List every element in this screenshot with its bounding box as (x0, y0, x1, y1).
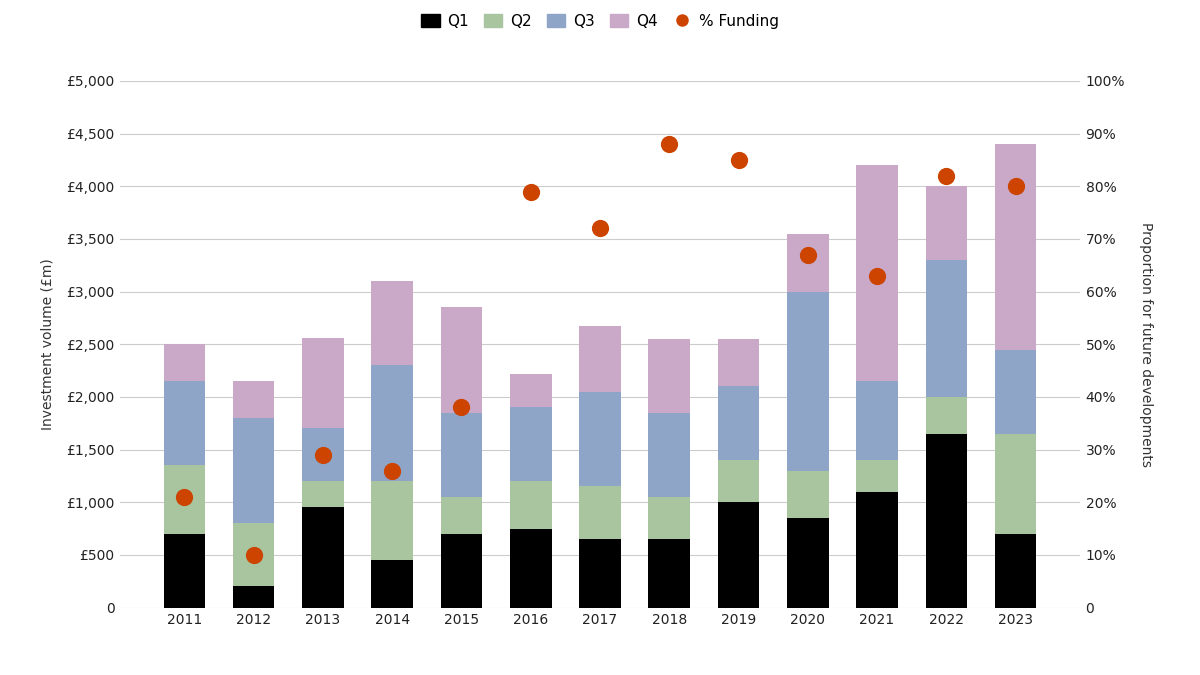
Bar (440, 412, 482, 497)
Bar (510, 374, 552, 408)
Bar (163, 534, 205, 608)
Bar (995, 534, 1037, 608)
Bar (580, 326, 620, 391)
Bar (995, 144, 1037, 350)
Bar (925, 434, 967, 608)
Bar (302, 508, 343, 608)
Bar (648, 412, 690, 497)
Point (868, 271, 887, 281)
Bar (580, 487, 620, 539)
Point (452, 402, 472, 413)
Bar (857, 165, 898, 381)
Point (313, 450, 332, 460)
Bar (995, 350, 1037, 434)
Bar (787, 470, 828, 518)
Bar (787, 292, 828, 470)
Bar (233, 381, 275, 418)
Bar (372, 365, 413, 481)
Point (383, 465, 402, 476)
Point (244, 549, 263, 560)
Bar (925, 397, 967, 434)
Bar (718, 386, 760, 460)
Bar (440, 497, 482, 534)
Bar (718, 339, 760, 386)
Bar (302, 481, 343, 508)
Bar (925, 186, 967, 260)
Bar (925, 260, 967, 397)
Bar (718, 460, 760, 502)
Bar (302, 338, 343, 429)
Bar (648, 539, 690, 608)
Bar (510, 529, 552, 608)
Bar (510, 408, 552, 481)
Bar (718, 502, 760, 608)
Bar (372, 281, 413, 365)
Bar (995, 434, 1037, 534)
Bar (440, 307, 482, 412)
Bar (857, 491, 898, 608)
Bar (857, 460, 898, 491)
Bar (648, 497, 690, 539)
Bar (163, 344, 205, 381)
Bar (233, 418, 275, 523)
Bar (163, 465, 205, 534)
Point (590, 223, 610, 234)
Bar (233, 523, 275, 587)
Bar (440, 534, 482, 608)
Point (521, 186, 540, 197)
Bar (648, 339, 690, 412)
Bar (787, 234, 828, 292)
Point (728, 155, 748, 165)
Point (1006, 181, 1025, 192)
Bar (787, 518, 828, 608)
Bar (233, 587, 275, 608)
Legend: Q1, Q2, Q3, Q4, % Funding: Q1, Q2, Q3, Q4, % Funding (415, 7, 785, 35)
Bar (510, 481, 552, 529)
Y-axis label: Investment volume (£m): Investment volume (£m) (41, 259, 55, 430)
Bar (857, 381, 898, 460)
Point (937, 170, 956, 181)
Bar (302, 429, 343, 481)
Y-axis label: Proportion for future developments: Proportion for future developments (1139, 222, 1153, 466)
Bar (372, 560, 413, 608)
Bar (580, 392, 620, 487)
Point (660, 139, 679, 150)
Bar (372, 481, 413, 560)
Bar (163, 381, 205, 465)
Point (175, 491, 194, 502)
Point (798, 249, 817, 260)
Bar (580, 539, 620, 608)
